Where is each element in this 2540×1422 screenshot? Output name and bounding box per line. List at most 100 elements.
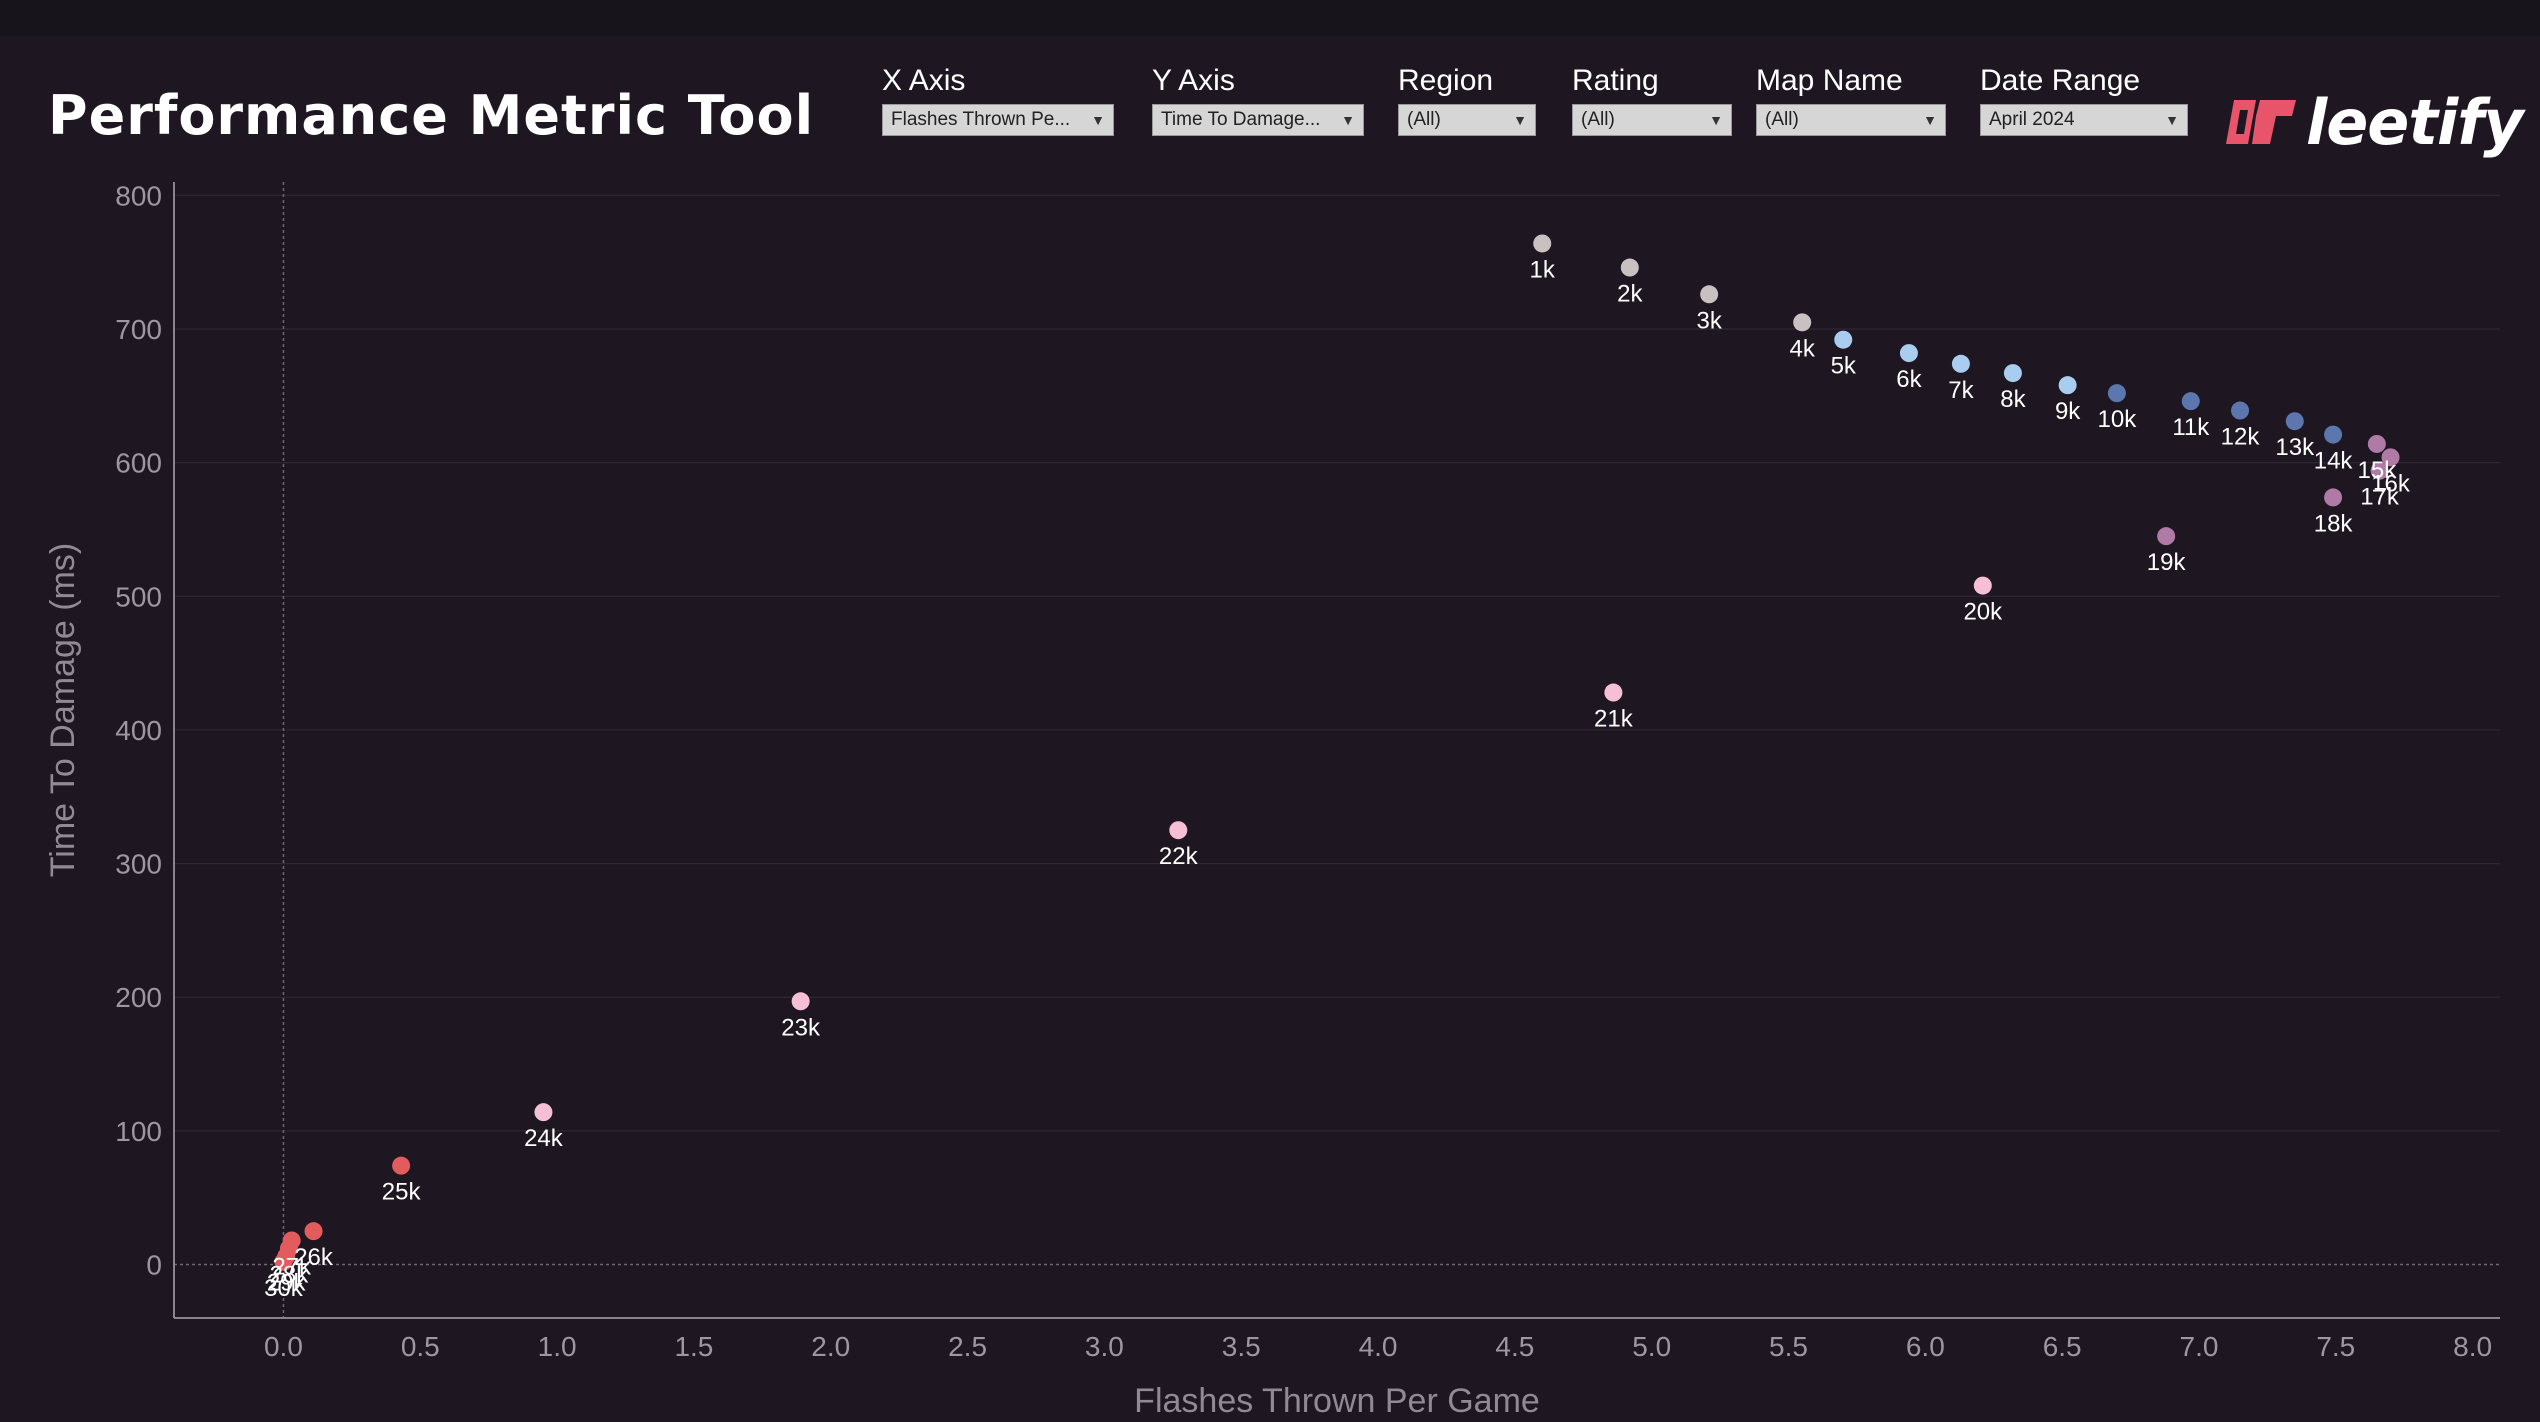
data-point <box>1700 285 1719 304</box>
rating-select-value: (All) <box>1581 109 1615 130</box>
y-axis-filter-label: Y Axis <box>1152 64 1235 97</box>
data-point-label: 20k <box>1963 599 2003 626</box>
chevron-down-icon: ▼ <box>1341 112 1355 128</box>
data-point-label: 30k <box>264 1275 304 1302</box>
chevron-down-icon: ▼ <box>1923 112 1937 128</box>
leetify-logo-mark-icon <box>2226 100 2296 144</box>
data-point-label: 11k <box>2172 414 2210 441</box>
y-tick-label: 300 <box>115 849 162 880</box>
data-point <box>2367 434 2386 453</box>
page-title: Performance Metric Tool <box>48 84 815 147</box>
data-point-label: 7k <box>1948 377 1974 404</box>
data-point-label: 4k <box>1790 335 1816 362</box>
data-point-label: 18k <box>2314 510 2354 537</box>
x-tick-label: 4.5 <box>1495 1331 1534 1362</box>
data-point <box>1620 258 1639 277</box>
data-point <box>1533 234 1552 253</box>
data-point <box>2231 401 2250 420</box>
x-tick-label: 0.5 <box>401 1331 440 1362</box>
axes: 0 100 200 300 400 500 600 700 800 0.0 0.5 1.0 1.5 2.0… <box>115 180 2500 1362</box>
map-name-select[interactable]: (All) ▼ <box>1756 104 1946 136</box>
data-point <box>2058 376 2077 395</box>
date-range-filter: Date Range April 2024 ▼ <box>1980 64 2188 136</box>
data-point-label: 12k <box>2221 424 2261 451</box>
data-point-label: 15k <box>2358 457 2398 484</box>
x-axis-select-value: Flashes Thrown Pe... <box>891 109 1071 130</box>
data-point <box>2181 392 2200 411</box>
data-point <box>2381 448 2400 467</box>
data-point <box>1899 344 1918 363</box>
y-axis-filter: Y Axis Time To Damage... ▼ <box>1152 64 1364 136</box>
y-tick-label: 700 <box>115 314 162 345</box>
y-tick-label: 0 <box>146 1250 162 1281</box>
x-axis-filter: X Axis Flashes Thrown Pe... ▼ <box>882 64 1114 136</box>
map-name-select-value: (All) <box>1765 109 1799 130</box>
region-select[interactable]: (All) ▼ <box>1398 104 1536 136</box>
x-tick-label: 6.5 <box>2043 1331 2082 1362</box>
rating-filter: Rating (All) ▼ <box>1572 64 1732 136</box>
y-tick-label: 800 <box>115 180 162 211</box>
x-tick-label: 2.0 <box>811 1331 850 1362</box>
data-point <box>2003 364 2022 383</box>
x-axis-select[interactable]: Flashes Thrown Pe... ▼ <box>882 104 1114 136</box>
data-point-label: 26k <box>294 1244 334 1271</box>
data-point-label: 29k <box>267 1270 307 1297</box>
y-axis-select[interactable]: Time To Damage... ▼ <box>1152 104 1364 136</box>
data-point <box>2324 425 2343 444</box>
data-point-label: 25k <box>382 1179 422 1206</box>
data-point <box>304 1222 323 1241</box>
region-select-value: (All) <box>1407 109 1441 130</box>
x-tick-label: 2.5 <box>948 1331 987 1362</box>
data-point <box>534 1103 553 1122</box>
data-point-label: 13k <box>2275 434 2315 461</box>
data-point <box>2324 488 2343 507</box>
x-tick-label: 6.0 <box>1906 1331 1945 1362</box>
data-point-label: 22k <box>1159 843 1199 870</box>
data-point-label: 19k <box>2147 549 2187 576</box>
data-point-label: 27k <box>272 1253 312 1280</box>
data-point-label: 21k <box>1594 706 1634 733</box>
map-name-filter: Map Name (All) ▼ <box>1756 64 1946 136</box>
data-point-label: 14k <box>2314 448 2354 475</box>
x-tick-label: 4.0 <box>1359 1331 1398 1362</box>
data-point <box>1951 354 1970 373</box>
x-tick-label: 0.0 <box>264 1331 303 1362</box>
data-points <box>274 234 2400 1271</box>
chevron-down-icon: ▼ <box>2165 112 2179 128</box>
leetify-logo[interactable]: leetify <box>2226 86 2524 159</box>
date-range-select[interactable]: April 2024 ▼ <box>1980 104 2188 136</box>
data-point <box>1834 330 1853 349</box>
chevron-down-icon: ▼ <box>1091 112 1105 128</box>
data-point-label: 17k <box>2360 484 2400 511</box>
data-point-label: 10k <box>2098 406 2138 433</box>
x-tick-label: 7.5 <box>2316 1331 2355 1362</box>
data-point-label: 28k <box>270 1262 310 1289</box>
region-filter-label: Region <box>1398 64 1494 97</box>
chevron-down-icon: ▼ <box>1709 112 1723 128</box>
y-tick-label: 100 <box>115 1116 162 1147</box>
data-point-label: 24k <box>524 1125 564 1152</box>
x-tick-label: 1.0 <box>538 1331 577 1362</box>
data-point <box>791 992 810 1011</box>
x-axis-title: Flashes Thrown Per Game <box>1134 1382 1540 1420</box>
x-tick-label: 5.0 <box>1632 1331 1671 1362</box>
x-tick-label: 5.5 <box>1769 1331 1808 1362</box>
data-point-label: 16k <box>2371 470 2411 497</box>
logo-wordmark: leetify <box>2306 85 2524 159</box>
data-point <box>2107 384 2126 403</box>
data-point-label: 3k <box>1696 307 1722 334</box>
rating-filter-label: Rating <box>1572 64 1659 97</box>
rating-select[interactable]: (All) ▼ <box>1572 104 1732 136</box>
data-point <box>1973 576 1992 595</box>
map-name-filter-label: Map Name <box>1756 64 1903 97</box>
grid-lines <box>174 182 2500 1318</box>
data-point-label: 2k <box>1617 281 1643 308</box>
date-range-filter-label: Date Range <box>1980 64 2141 97</box>
x-tick-label: 7.0 <box>2180 1331 2219 1362</box>
x-tick-label: 1.5 <box>674 1331 713 1362</box>
data-point <box>392 1156 411 1175</box>
data-point <box>274 1252 293 1271</box>
x-tick-label: 8.0 <box>2453 1331 2492 1362</box>
